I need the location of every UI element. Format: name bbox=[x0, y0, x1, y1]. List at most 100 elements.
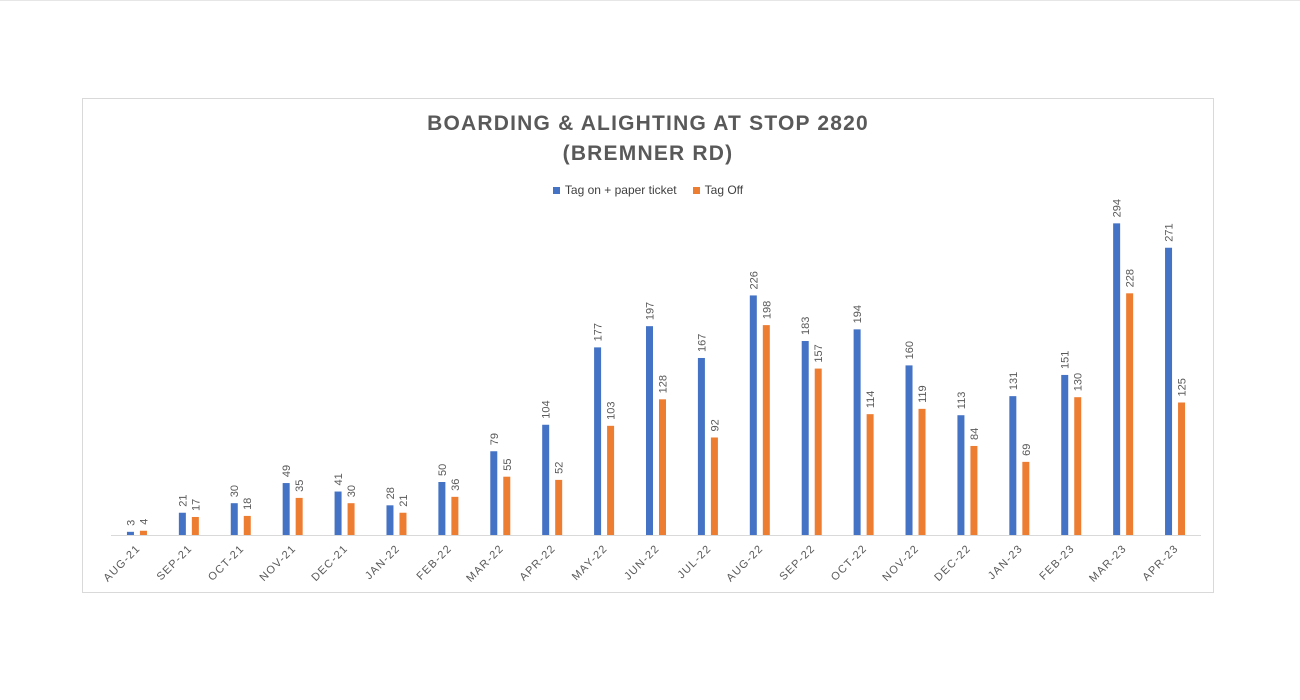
data-label-tag-off: 30 bbox=[346, 485, 358, 497]
bar-tag-on[interactable] bbox=[438, 482, 446, 535]
data-label-tag-on: 28 bbox=[385, 487, 397, 499]
data-label-tag-off: 36 bbox=[450, 479, 462, 491]
data-label-tag-on: 21 bbox=[177, 494, 189, 506]
data-label-tag-on: 183 bbox=[800, 317, 812, 335]
sheet-top-border bbox=[0, 0, 1300, 3]
bar-tag-off[interactable] bbox=[918, 408, 926, 535]
x-tick-label: FEB-22 bbox=[415, 543, 455, 583]
bar-tag-off[interactable] bbox=[243, 515, 251, 535]
data-label-tag-on: 131 bbox=[1008, 372, 1020, 390]
bar-tag-off[interactable] bbox=[451, 496, 459, 535]
x-tick-label: JAN-23 bbox=[986, 543, 1026, 583]
bar-tag-on[interactable] bbox=[801, 341, 809, 535]
x-tick-label: AUG-22 bbox=[724, 543, 766, 585]
data-label-tag-off: 92 bbox=[709, 419, 721, 431]
bar-tag-off[interactable] bbox=[139, 530, 147, 535]
data-label-tag-off: 4 bbox=[138, 519, 150, 525]
chart-title: BOARDING & ALIGHTING AT STOP 2820 (BREMN… bbox=[83, 109, 1213, 169]
x-tick-label: MAR-22 bbox=[464, 543, 506, 585]
bar-tag-off[interactable] bbox=[814, 368, 822, 535]
bar-tag-on[interactable] bbox=[697, 357, 705, 535]
bar-tag-on[interactable] bbox=[853, 329, 861, 535]
data-label-tag-off: 198 bbox=[761, 301, 773, 319]
x-tick-label: APR-23 bbox=[1140, 543, 1181, 584]
bar-tag-on[interactable] bbox=[749, 295, 757, 535]
x-tick-label: SEP-21 bbox=[155, 543, 195, 583]
data-label-tag-on: 177 bbox=[593, 323, 605, 341]
bar-tag-off[interactable] bbox=[1126, 293, 1134, 535]
bar-tag-on[interactable] bbox=[1061, 374, 1069, 535]
x-tick-label: APR-22 bbox=[517, 543, 558, 584]
data-label-tag-on: 79 bbox=[489, 433, 501, 445]
data-label-tag-off: 18 bbox=[242, 498, 254, 510]
x-tick-label: NOV-22 bbox=[880, 543, 921, 584]
chart-title-line2: (BREMNER RD) bbox=[562, 142, 734, 165]
bar-tag-off[interactable] bbox=[1178, 402, 1186, 536]
bar-tag-off[interactable] bbox=[347, 503, 355, 535]
bar-tag-off[interactable] bbox=[762, 325, 770, 535]
data-label-tag-on: 160 bbox=[904, 341, 916, 359]
legend-label-tag-on: Tag on + paper ticket bbox=[564, 183, 677, 197]
bar-tag-on[interactable] bbox=[334, 491, 342, 535]
legend-swatch-tag-on bbox=[552, 186, 560, 194]
bar-tag-off[interactable] bbox=[607, 425, 615, 535]
x-tick-label: SEP-22 bbox=[777, 543, 817, 583]
x-tick-label: JAN-22 bbox=[363, 543, 403, 583]
data-label-tag-off: 69 bbox=[1021, 444, 1033, 456]
x-tick-label: MAY-22 bbox=[570, 543, 610, 583]
bar-tag-off[interactable] bbox=[503, 476, 511, 535]
x-tick-label: AUG-21 bbox=[101, 543, 143, 585]
data-label-tag-off: 128 bbox=[658, 375, 670, 393]
bar-tag-on[interactable] bbox=[386, 505, 394, 535]
x-tick-label: DEC-21 bbox=[309, 543, 350, 584]
bar-tag-on[interactable] bbox=[178, 512, 186, 535]
legend[interactable]: Tag on + paper ticket Tag Off bbox=[83, 183, 1213, 197]
bar-tag-off[interactable] bbox=[1074, 397, 1082, 535]
chart-area[interactable]: BOARDING & ALIGHTING AT STOP 2820 (BREMN… bbox=[82, 98, 1214, 593]
bar-tag-off[interactable] bbox=[710, 437, 718, 535]
bar-tag-off[interactable] bbox=[295, 497, 303, 535]
bar-tag-on[interactable] bbox=[905, 365, 913, 535]
bar-tag-on[interactable] bbox=[542, 424, 550, 535]
x-tick-label: FEB-23 bbox=[1037, 543, 1077, 583]
data-label-tag-off: 103 bbox=[606, 401, 618, 419]
data-label-tag-on: 113 bbox=[956, 392, 968, 410]
data-label-tag-on: 271 bbox=[1164, 223, 1176, 241]
x-tick-label: OCT-22 bbox=[829, 543, 870, 584]
bar-tag-off[interactable] bbox=[1022, 461, 1030, 535]
legend-item-tag-off[interactable]: Tag Off bbox=[692, 183, 744, 197]
bar-tag-off[interactable] bbox=[191, 516, 199, 535]
bar-tag-on[interactable] bbox=[282, 483, 290, 535]
bar-tag-on[interactable] bbox=[646, 326, 653, 535]
data-label-tag-off: 130 bbox=[1073, 373, 1085, 391]
legend-swatch-tag-off bbox=[692, 186, 700, 194]
legend-item-tag-on[interactable]: Tag on + paper ticket bbox=[552, 183, 677, 197]
data-label-tag-off: 84 bbox=[969, 428, 981, 440]
bar-tag-on[interactable] bbox=[1165, 247, 1173, 536]
bar-tag-off[interactable] bbox=[866, 414, 874, 535]
bar-tag-off[interactable] bbox=[659, 399, 666, 535]
bar-tag-on[interactable] bbox=[957, 415, 965, 535]
x-tick-label: JUL-22 bbox=[675, 543, 714, 582]
bar-tag-on[interactable] bbox=[230, 503, 238, 535]
data-label-tag-off: 125 bbox=[1177, 378, 1189, 396]
data-label-tag-on: 167 bbox=[696, 334, 708, 352]
bar-tag-on[interactable] bbox=[594, 347, 602, 535]
bar-tag-on[interactable] bbox=[126, 531, 134, 535]
legend-label-tag-off: Tag Off bbox=[704, 183, 744, 197]
bar-tag-off[interactable] bbox=[555, 479, 563, 535]
bar-tag-on[interactable] bbox=[1009, 396, 1017, 535]
data-label-tag-off: 17 bbox=[190, 499, 202, 511]
bar-tag-on[interactable] bbox=[490, 451, 498, 535]
data-label-tag-off: 35 bbox=[294, 480, 306, 492]
data-label-tag-off: 21 bbox=[398, 494, 410, 506]
x-tick-label: OCT-21 bbox=[206, 543, 247, 584]
bar-tag-off[interactable] bbox=[970, 445, 978, 535]
data-label-tag-on: 294 bbox=[1112, 199, 1124, 217]
bar-tag-on[interactable] bbox=[1113, 223, 1121, 536]
x-tick-label: DEC-22 bbox=[932, 543, 973, 584]
data-label-tag-on: 49 bbox=[281, 465, 293, 477]
data-label-tag-on: 226 bbox=[748, 271, 760, 289]
bar-tag-off[interactable] bbox=[399, 512, 407, 535]
data-label-tag-off: 55 bbox=[502, 458, 514, 470]
